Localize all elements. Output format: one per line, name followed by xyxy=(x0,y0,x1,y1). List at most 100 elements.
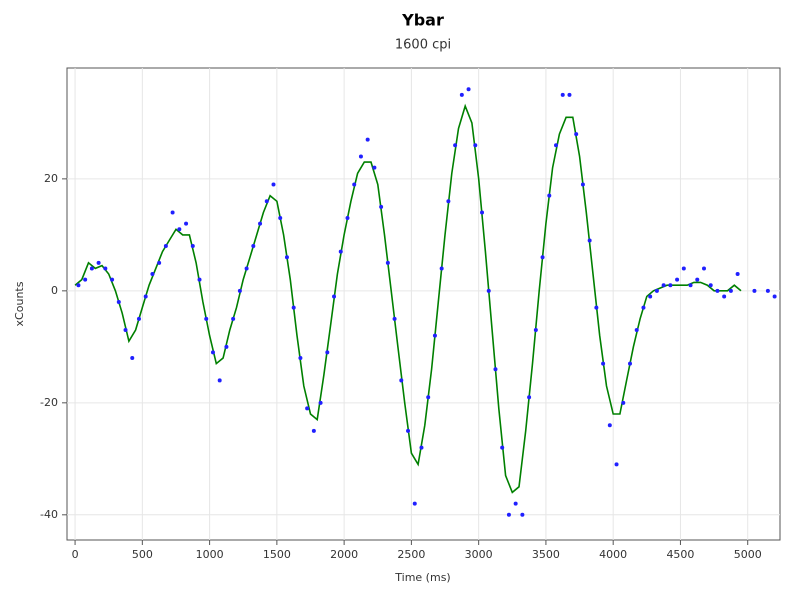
data-point xyxy=(251,244,256,249)
data-point xyxy=(136,316,141,321)
data-point xyxy=(654,288,659,293)
data-point xyxy=(668,283,673,288)
data-point xyxy=(231,316,236,321)
data-point xyxy=(83,277,88,282)
data-point xyxy=(634,328,639,333)
data-point xyxy=(466,87,471,92)
data-point xyxy=(190,244,195,249)
data-point xyxy=(708,283,713,288)
data-point xyxy=(197,277,202,282)
data-point xyxy=(574,132,579,137)
data-point xyxy=(453,143,458,148)
data-point xyxy=(722,294,727,299)
x-tick-label: 4500 xyxy=(666,548,694,561)
data-point xyxy=(567,92,572,97)
data-point xyxy=(560,92,565,97)
data-point xyxy=(480,210,485,215)
y-tick-label: -20 xyxy=(40,396,58,409)
data-point xyxy=(587,238,592,243)
data-point xyxy=(601,361,606,366)
data-point xyxy=(728,288,733,293)
data-point xyxy=(594,305,599,310)
x-tick-label: 3000 xyxy=(465,548,493,561)
data-point xyxy=(352,182,357,187)
x-tick-label: 4000 xyxy=(599,548,627,561)
data-point xyxy=(258,221,263,226)
data-point xyxy=(641,305,646,310)
data-line xyxy=(74,103,742,494)
data-point xyxy=(305,406,310,411)
data-point xyxy=(540,255,545,260)
data-point xyxy=(628,361,633,366)
data-point xyxy=(392,316,397,321)
x-tick-label: 5000 xyxy=(734,548,762,561)
x-tick-label: 500 xyxy=(132,548,153,561)
x-tick-label: 1500 xyxy=(263,548,291,561)
y-tick-label: -40 xyxy=(40,508,58,521)
data-point xyxy=(500,445,505,450)
data-point xyxy=(123,328,128,333)
data-point xyxy=(365,137,370,142)
data-point xyxy=(204,316,209,321)
data-point xyxy=(130,356,135,361)
data-point xyxy=(506,512,511,517)
data-point xyxy=(325,350,330,355)
data-point xyxy=(493,367,498,372)
data-point xyxy=(163,244,168,249)
data-point xyxy=(110,277,115,282)
data-point xyxy=(772,294,777,299)
data-point xyxy=(103,266,108,271)
data-point xyxy=(150,272,155,277)
data-point xyxy=(675,277,680,282)
data-point xyxy=(701,266,706,271)
y-axis-label: xCounts xyxy=(13,281,26,326)
data-point xyxy=(426,395,431,400)
data-point xyxy=(298,356,303,361)
x-axis-label: Time (ms) xyxy=(394,571,450,584)
data-point xyxy=(432,333,437,338)
y-tick-label: 0 xyxy=(51,284,58,297)
data-point xyxy=(311,428,316,433)
plot-frame xyxy=(66,67,781,541)
data-point xyxy=(170,210,175,215)
data-point xyxy=(473,143,478,148)
data-point xyxy=(278,216,283,221)
data-point xyxy=(533,328,538,333)
data-point xyxy=(681,266,686,271)
data-point xyxy=(547,193,552,198)
data-point xyxy=(520,512,525,517)
data-point xyxy=(116,300,121,305)
data-point xyxy=(264,199,269,204)
x-tick-label: 2500 xyxy=(397,548,425,561)
data-point xyxy=(554,143,559,148)
x-tick-label: 2000 xyxy=(330,548,358,561)
data-point xyxy=(695,277,700,282)
data-point xyxy=(621,400,626,405)
data-point xyxy=(765,288,770,293)
data-point xyxy=(358,154,363,159)
data-point xyxy=(735,272,740,277)
data-point xyxy=(224,344,229,349)
data-point xyxy=(96,260,101,265)
data-point xyxy=(345,216,350,221)
data-point xyxy=(513,501,518,506)
data-point xyxy=(210,350,215,355)
data-point xyxy=(184,221,189,226)
data-point xyxy=(688,283,693,288)
x-tick-label: 1000 xyxy=(196,548,224,561)
data-point xyxy=(76,283,81,288)
data-point xyxy=(217,378,222,383)
data-point xyxy=(372,165,377,170)
data-point xyxy=(271,182,276,187)
data-point xyxy=(439,266,444,271)
data-point xyxy=(412,501,417,506)
data-point xyxy=(752,288,757,293)
data-point xyxy=(446,199,451,204)
data-point xyxy=(527,395,532,400)
data-point xyxy=(459,92,464,97)
data-point xyxy=(244,266,249,271)
data-point xyxy=(318,400,323,405)
data-point xyxy=(284,255,289,260)
data-point xyxy=(419,445,424,450)
